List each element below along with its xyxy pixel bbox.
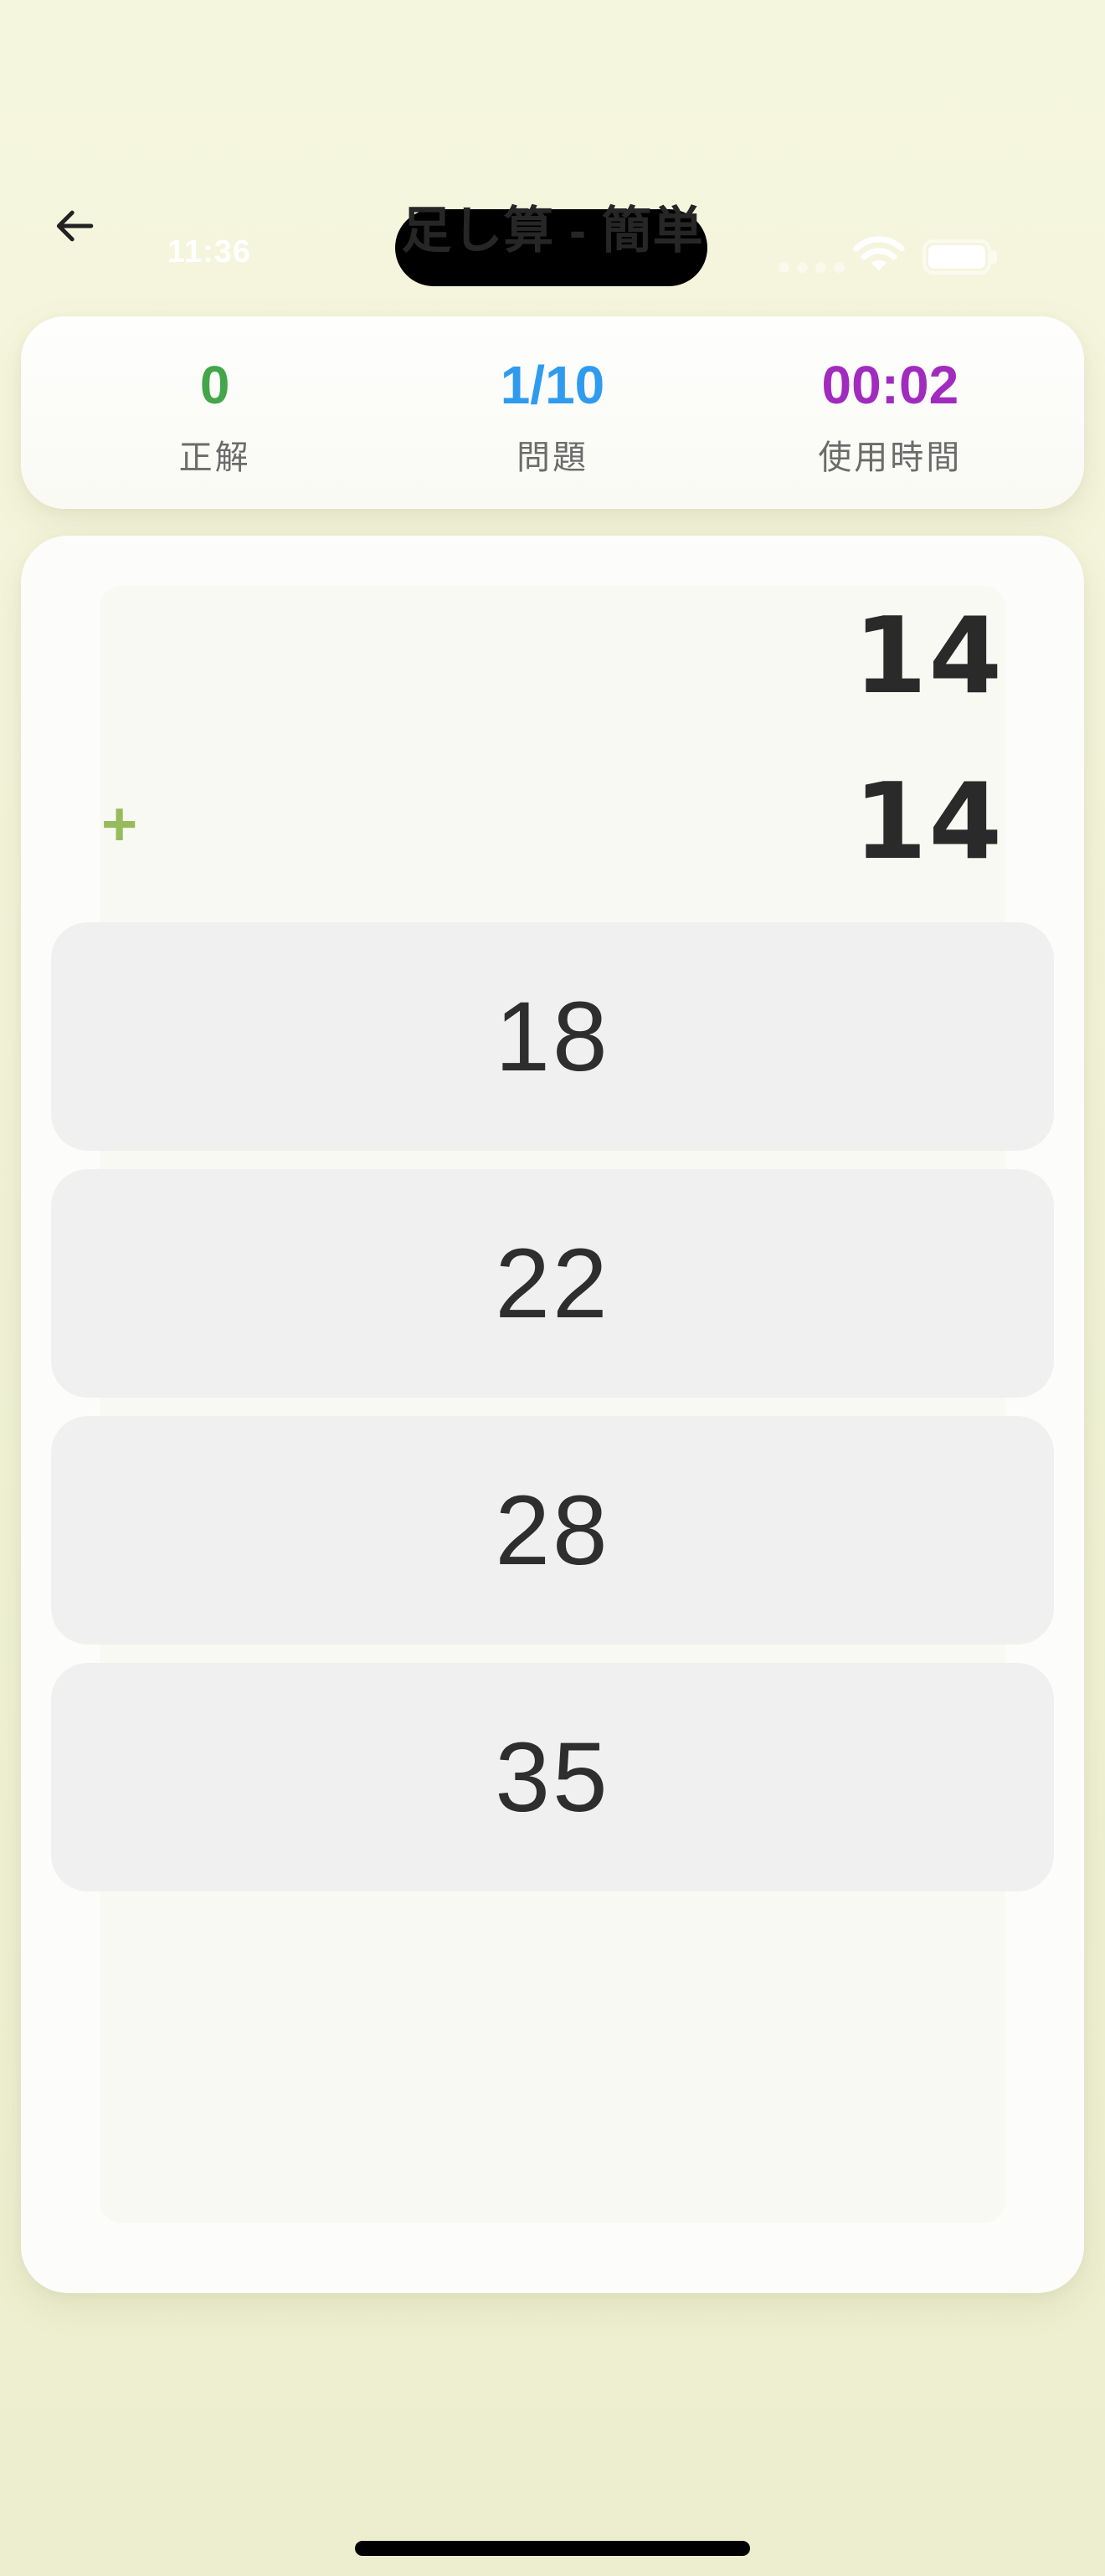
battery-icon [923, 239, 997, 275]
answer-options: 18 22 28 35 [51, 922, 1054, 1891]
back-button[interactable] [39, 194, 110, 258]
stat-time: 00:02 使用時間 [722, 353, 1059, 478]
nav-header: 足し算 - 簡単 [0, 176, 1105, 276]
answer-option-3[interactable]: 28 [51, 1416, 1054, 1645]
dynamic-island [395, 209, 707, 286]
quiz-card: 14 + 14 18 22 28 35 [21, 536, 1084, 2293]
stats-card: 0 正解 1/10 問題 00:02 使用時間 [21, 316, 1084, 509]
problem-row-top: 14 [101, 572, 1004, 738]
answer-option-2[interactable]: 22 [51, 1169, 1054, 1398]
answer-option-4[interactable]: 35 [51, 1663, 1054, 1891]
wifi-icon [853, 236, 905, 271]
status-bar: 11:36 [0, 176, 1105, 301]
back-arrow-icon [56, 210, 94, 242]
clock: 11:36 [167, 234, 252, 269]
stat-correct: 0 正解 [46, 353, 383, 478]
time-label: 使用時間 [818, 439, 963, 476]
correct-count: 0 [199, 355, 230, 415]
cellular-signal-icon [779, 262, 845, 273]
correct-label: 正解 [178, 439, 251, 476]
elapsed-time: 00:02 [821, 355, 959, 415]
problem-area: 14 + 14 [101, 572, 1004, 904]
problem-row-bottom: + 14 [101, 738, 1004, 904]
answer-option-1[interactable]: 18 [51, 922, 1054, 1151]
page-title: 足し算 - 簡単 [401, 202, 704, 259]
home-indicator[interactable] [355, 2541, 750, 2556]
stat-progress: 1/10 問題 [383, 353, 721, 478]
question-progress: 1/10 [500, 355, 605, 415]
operand-1: 14 [853, 593, 1004, 717]
operand-2: 14 [853, 759, 1004, 883]
question-label: 問題 [516, 439, 588, 476]
problem-panel [100, 586, 1005, 2223]
plus-operator-icon: + [101, 789, 138, 859]
